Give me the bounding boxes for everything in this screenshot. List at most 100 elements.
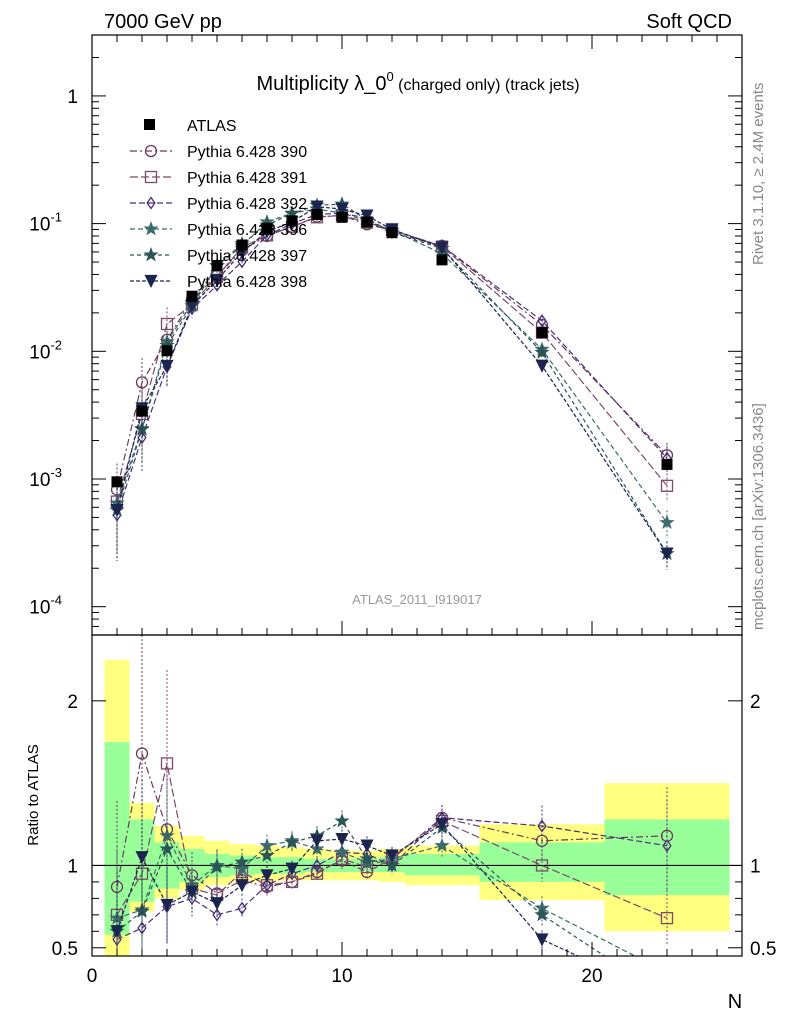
reference-point bbox=[661, 458, 673, 470]
ratio-point bbox=[262, 878, 272, 892]
y-tick-label: 10-4 bbox=[29, 593, 62, 619]
legend-item-1: Pythia 6.428 390 bbox=[130, 144, 307, 161]
ratio-point bbox=[537, 819, 547, 833]
ratio-point bbox=[110, 925, 124, 939]
legend-marker bbox=[146, 196, 156, 210]
ratio-point bbox=[287, 867, 297, 881]
axes: 0 10 20 10-4 10-3 10-2 10-1 1 0.5 0.5 1 1 2 2 bbox=[29, 34, 776, 987]
ratio-point bbox=[259, 847, 275, 863]
ratio-point bbox=[160, 757, 174, 770]
legend-label: ATLAS bbox=[187, 118, 237, 135]
ratio-uncertainty-bands bbox=[92, 659, 742, 956]
legend-label: Pythia 6.428 398 bbox=[187, 274, 307, 291]
rivet-label: Rivet 3.1.10, ≥ 2.4M events bbox=[750, 83, 767, 266]
y-tick-exponent: -1 bbox=[50, 210, 62, 225]
ratio-y-axis-title: Ratio to ATLAS bbox=[25, 744, 42, 845]
ratio-point bbox=[135, 747, 149, 760]
ratio-point bbox=[237, 901, 247, 915]
ratio-point bbox=[310, 867, 324, 880]
ratio-point bbox=[660, 911, 674, 925]
series-point bbox=[310, 200, 324, 214]
ratio-band-inner bbox=[404, 853, 480, 876]
ratio-point bbox=[384, 857, 400, 872]
y-tick-exponent: -2 bbox=[50, 337, 62, 352]
y-tick-exponent: -3 bbox=[50, 465, 62, 480]
reference-points bbox=[111, 208, 673, 488]
ratio-point bbox=[159, 841, 175, 856]
reference-point bbox=[311, 208, 323, 220]
x-tick-label: 10 bbox=[331, 966, 352, 987]
legend-label: Pythia 6.428 397 bbox=[187, 248, 307, 265]
series-point bbox=[535, 359, 549, 373]
reference-point bbox=[186, 290, 198, 302]
reference-point bbox=[261, 222, 273, 234]
ratio-point bbox=[435, 818, 449, 832]
y-tick-label: 10-2 bbox=[29, 337, 62, 363]
series-point bbox=[534, 344, 550, 359]
reference-point bbox=[111, 476, 123, 488]
ratio-point bbox=[535, 859, 549, 872]
ratio-point bbox=[385, 849, 399, 863]
legend-label: Pythia 6.428 396 bbox=[187, 222, 307, 239]
series-point bbox=[660, 547, 674, 561]
ratio-y-tick-label-right: 2 bbox=[750, 692, 761, 713]
ratio-point bbox=[134, 903, 150, 918]
series-point bbox=[659, 514, 675, 530]
series-point bbox=[237, 255, 247, 269]
y-tick-exponent: -4 bbox=[50, 593, 62, 608]
reference-point bbox=[436, 254, 448, 266]
chart-title: Multiplicity λ_00 (charged only) (track … bbox=[256, 69, 579, 95]
series-point bbox=[210, 273, 224, 287]
series-point bbox=[360, 209, 374, 223]
legend-item-3: Pythia 6.428 392 bbox=[130, 196, 307, 213]
chart-title-superscript: 0 bbox=[386, 69, 393, 84]
legend-label: Pythia 6.428 390 bbox=[187, 144, 307, 161]
ratio-point bbox=[284, 834, 300, 849]
y-tick-label: 10-3 bbox=[29, 465, 62, 491]
legend-marker bbox=[143, 221, 159, 236]
ratio-point bbox=[234, 860, 250, 876]
source-label: mcplots.cern.ch [arXiv:1306.3436] bbox=[750, 403, 767, 630]
ratio-point bbox=[160, 898, 174, 912]
legend-item-6: Pythia 6.428 398 bbox=[130, 274, 307, 291]
legend-item-4: Pythia 6.428 396 bbox=[130, 221, 307, 239]
ratio-y-tick-label-right: 1 bbox=[750, 856, 761, 877]
ratio-y-tick-label: 0.5 bbox=[52, 939, 78, 960]
ratio-point bbox=[334, 813, 350, 828]
ratio-point bbox=[310, 834, 324, 848]
ratio-point bbox=[359, 850, 375, 866]
series-line-ratio bbox=[116, 820, 606, 956]
series-line-ratio bbox=[116, 763, 668, 919]
series-point bbox=[335, 202, 349, 217]
ratio-point bbox=[235, 879, 249, 893]
legend-item-reference: ATLAS bbox=[144, 118, 237, 135]
ratio-point bbox=[334, 844, 350, 859]
reference-point bbox=[136, 405, 148, 417]
ratio-point bbox=[285, 862, 299, 876]
series-point bbox=[212, 278, 222, 292]
reference-point bbox=[386, 227, 398, 239]
legend-label: Pythia 6.428 391 bbox=[187, 170, 307, 187]
energy-label: 7000 GeV pp bbox=[104, 11, 222, 33]
ratio-point bbox=[534, 906, 550, 922]
ratio-point bbox=[312, 858, 322, 873]
series-point bbox=[160, 317, 174, 331]
reference-point bbox=[536, 327, 548, 339]
reference-point bbox=[161, 345, 173, 357]
chart-title-suffix: (charged only) (track jets) bbox=[394, 77, 580, 94]
ratio-point bbox=[535, 933, 549, 947]
ratio-point bbox=[185, 885, 199, 899]
chart-title-main: Multiplicity λ_0 bbox=[256, 73, 386, 95]
legend-marker bbox=[143, 247, 159, 262]
y-tick-label: 1 bbox=[67, 87, 78, 108]
ratio-point bbox=[662, 839, 672, 853]
ratio-point bbox=[209, 859, 225, 874]
legend-marker bbox=[144, 119, 155, 130]
ratio-point bbox=[360, 839, 374, 853]
ratio-point bbox=[135, 851, 149, 865]
series-point bbox=[160, 359, 174, 373]
ratio-y-tick-label: 1 bbox=[67, 856, 78, 877]
legend-label: Pythia 6.428 392 bbox=[187, 196, 307, 213]
legend: ATLAS Pythia 6.428 390 Pythia 6.428 391 Pyt… bbox=[130, 118, 307, 291]
x-tick-label: 20 bbox=[581, 966, 602, 987]
